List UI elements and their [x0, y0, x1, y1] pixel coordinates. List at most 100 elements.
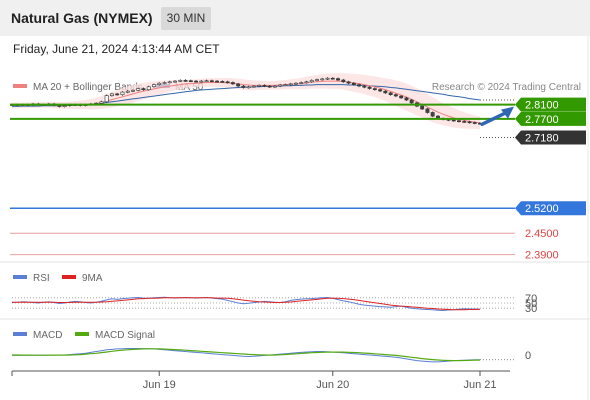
x-tick-label-2: Jun 21 — [463, 379, 496, 391]
candle — [204, 80, 209, 82]
candle — [215, 80, 219, 83]
candle — [136, 88, 141, 91]
candle — [252, 85, 256, 88]
timestamp: Friday, June 21, 2024 4:13:44 AM CET — [13, 42, 220, 56]
candle — [236, 83, 241, 87]
candle — [383, 90, 388, 94]
candle — [409, 99, 414, 104]
forecast-arrow-shaft — [480, 110, 508, 127]
level-tag-2 — [515, 130, 586, 145]
level-label-4: 2.4500 — [525, 228, 559, 240]
macd-level-label-0: 0 — [525, 350, 531, 362]
level-tag-0 — [515, 97, 586, 112]
candle — [257, 85, 262, 87]
candle — [451, 119, 456, 122]
candle — [388, 92, 393, 96]
rsi-9ma-line — [12, 297, 481, 311]
candle — [188, 80, 193, 82]
legend-label-rsi: RSI — [33, 273, 50, 284]
candle — [62, 105, 67, 107]
candle — [456, 120, 461, 122]
instrument-title: Natural Gas (NYMEX) — [11, 10, 153, 26]
level-label-1: 2.7700 — [525, 114, 559, 126]
candle — [225, 81, 230, 84]
candle — [372, 88, 377, 90]
candle — [167, 81, 172, 84]
candle — [99, 101, 104, 104]
candle — [283, 84, 288, 86]
candle — [115, 93, 120, 96]
candle — [325, 77, 330, 80]
candle — [288, 83, 293, 86]
candle — [378, 89, 383, 92]
candle — [241, 85, 246, 88]
macd-signal-line — [12, 348, 481, 362]
candle — [278, 84, 283, 87]
legend-label-macd: MACD — [33, 330, 62, 341]
forecast-arrow-head — [501, 106, 514, 119]
level-tag-3 — [515, 201, 586, 216]
legend-label-bollinger: MA 20 + Bollinger Bands — [33, 82, 143, 93]
watermark: Research © 2024 Trading Central — [432, 82, 581, 93]
candle — [420, 105, 425, 110]
legend-label-macd-signal: MACD Signal — [95, 330, 155, 341]
legend-swatch-bollinger — [13, 84, 27, 88]
candle — [230, 82, 235, 85]
chart-header: Natural Gas (NYMEX) 30 MIN — [0, 0, 590, 36]
candle — [404, 97, 409, 101]
candle — [425, 108, 430, 113]
legend-swatch-macd — [13, 332, 27, 336]
candle — [146, 86, 151, 91]
candle — [120, 91, 125, 95]
x-tick-label-1: Jun 20 — [316, 379, 349, 391]
level-tag-1 — [515, 111, 586, 126]
rsi-level-label-2: 30 — [525, 303, 537, 315]
legend-swatch-rsi — [13, 275, 27, 279]
x-tick-label-0: Jun 19 — [143, 379, 176, 391]
candle — [267, 85, 272, 88]
candle — [430, 112, 435, 117]
candle — [262, 85, 267, 87]
candle — [399, 95, 404, 99]
candle — [125, 90, 130, 93]
candle — [462, 121, 467, 123]
candle — [173, 80, 177, 83]
legend-swatch-rsi-9ma — [62, 275, 76, 279]
candle — [467, 121, 472, 124]
candle — [351, 82, 356, 85]
candle — [246, 86, 251, 89]
legend-swatch-macd-signal — [75, 332, 89, 336]
candle — [157, 82, 162, 85]
level-label-0: 2.8100 — [525, 100, 559, 112]
candle — [141, 88, 146, 90]
candle — [104, 95, 109, 103]
candle — [178, 80, 183, 82]
candle — [220, 81, 225, 83]
candle — [152, 84, 156, 87]
candle — [183, 80, 188, 82]
candle — [357, 84, 361, 87]
rsi-level-label-1: 50 — [525, 298, 537, 310]
candle — [209, 80, 214, 82]
candle — [341, 79, 346, 83]
candle — [304, 81, 309, 84]
candle — [299, 82, 304, 84]
candle — [315, 79, 319, 81]
candle — [346, 81, 351, 84]
candle — [110, 93, 114, 97]
candle — [293, 82, 298, 85]
candle — [320, 78, 325, 81]
candle — [309, 80, 314, 83]
candle — [272, 85, 277, 88]
timeframe-button[interactable]: 30 MIN — [161, 7, 211, 30]
macd-line — [12, 348, 480, 363]
candle — [330, 77, 335, 80]
candle — [199, 80, 204, 83]
level-label-2: 2.7180 — [525, 133, 559, 145]
legend-label-rsi-9ma: 9MA — [82, 273, 103, 284]
candle — [194, 80, 198, 83]
candle — [131, 90, 135, 92]
rsi-level-label-0: 70 — [525, 293, 537, 305]
